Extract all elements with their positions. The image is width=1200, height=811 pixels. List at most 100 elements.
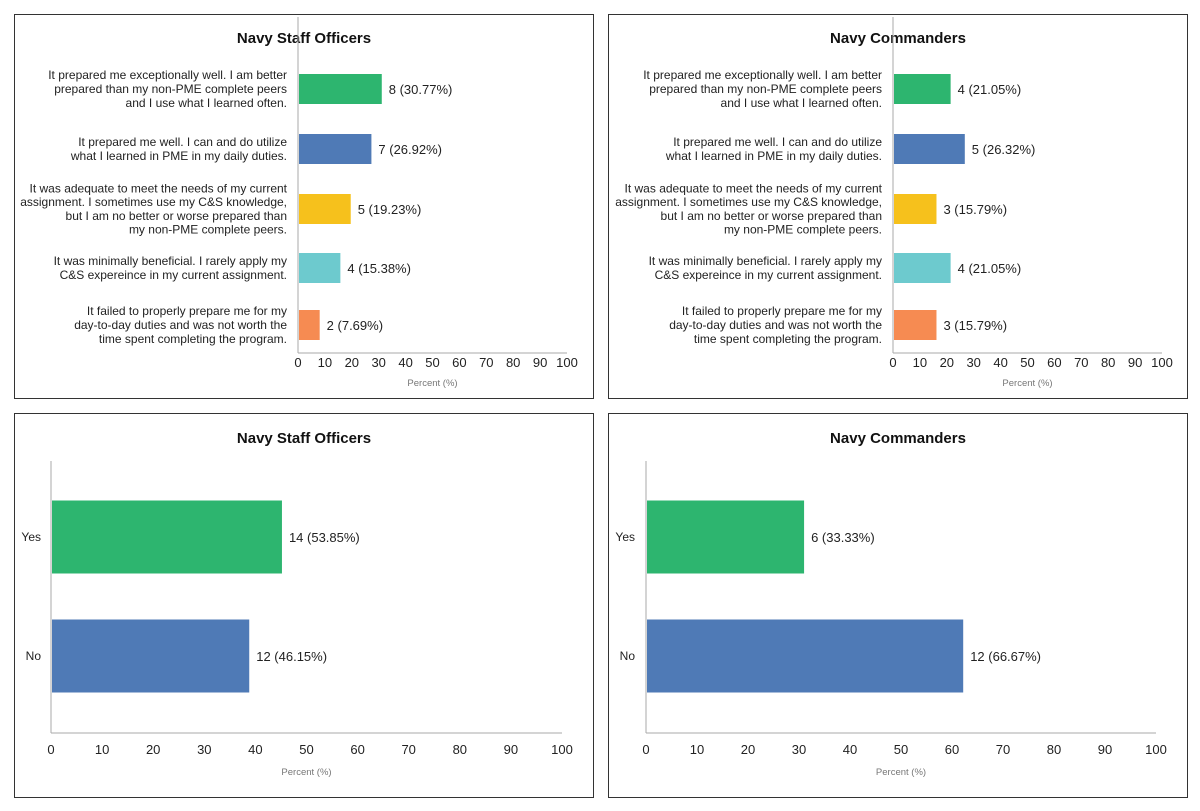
bar <box>299 134 372 164</box>
chart-title: Navy Commanders <box>830 430 966 447</box>
data-label: 5 (26.32%) <box>972 142 1036 157</box>
category-label: prepared than my non-PME complete peers <box>649 82 882 96</box>
chart-title: Navy Staff Officers <box>237 430 371 447</box>
x-tick-label: 80 <box>1101 355 1115 370</box>
category-label: It was minimally beneficial. I rarely ap… <box>54 254 287 268</box>
bar <box>52 500 282 574</box>
x-axis-label: Percent (%) <box>876 767 926 778</box>
bar <box>894 253 951 283</box>
category-label: No <box>26 649 42 663</box>
bar <box>647 619 964 693</box>
data-label: 4 (21.05%) <box>958 261 1022 276</box>
x-tick-label: 70 <box>1074 355 1088 370</box>
data-label: 4 (21.05%) <box>958 82 1022 97</box>
x-tick-label: 10 <box>913 355 927 370</box>
category-label: prepared than my non-PME complete peers <box>54 82 287 96</box>
x-tick-label: 50 <box>299 742 313 757</box>
x-axis-label: Percent (%) <box>1002 378 1052 389</box>
x-tick-label: 30 <box>792 742 806 757</box>
x-tick-label: 20 <box>146 742 160 757</box>
x-tick-label: 40 <box>843 742 857 757</box>
x-tick-label: 60 <box>945 742 959 757</box>
category-label: but I am no better or worse prepared tha… <box>661 209 882 223</box>
data-label: 3 (15.79%) <box>943 202 1007 217</box>
chart-title: Navy Staff Officers <box>237 30 371 47</box>
category-label: It prepared me exceptionally well. I am … <box>643 68 882 82</box>
chart-panel-staff-officers-yes-no: Navy Staff Officers 0 10 20 30 40 50 60 70 80 90 10… <box>14 413 594 798</box>
x-tick-label: 50 <box>425 355 439 370</box>
bar <box>299 194 351 224</box>
x-tick-label: 70 <box>996 742 1010 757</box>
x-tick-label: 90 <box>504 742 518 757</box>
category-label: It was minimally beneficial. I rarely ap… <box>649 254 882 268</box>
x-axis-label: Percent (%) <box>407 378 457 389</box>
category-label: Yes <box>21 530 41 544</box>
data-label: 2 (7.69%) <box>327 318 383 333</box>
data-label: 8 (30.77%) <box>389 82 453 97</box>
category-label: but I am no better or worse prepared tha… <box>66 209 287 223</box>
chart-panel-staff-officers-preparation: Navy Staff Officers 0 10 20 30 40 50 60 70 80 90 10… <box>14 14 594 399</box>
x-tick-label: 30 <box>371 355 385 370</box>
x-tick-label: 100 <box>1145 742 1167 757</box>
x-tick-label: 70 <box>479 355 493 370</box>
x-tick-label: 100 <box>551 742 573 757</box>
category-label: time spent completing the program. <box>99 332 287 346</box>
category-label: C&S expereince in my current assignment. <box>655 268 882 282</box>
data-label: 12 (66.67%) <box>970 649 1041 664</box>
bar <box>299 253 341 283</box>
x-axis-label: Percent (%) <box>281 767 331 778</box>
x-tick-label: 20 <box>940 355 954 370</box>
chart-panel-commanders-preparation: Navy Commanders 0 10 20 30 40 50 60 70 80 90 100 Per… <box>608 14 1188 399</box>
category-label: and I use what I learned often. <box>721 96 882 110</box>
x-tick-label: 10 <box>690 742 704 757</box>
x-tick-label: 40 <box>398 355 412 370</box>
category-label: It failed to properly prepare me for my <box>87 304 287 318</box>
bar <box>52 619 250 693</box>
x-tick-label: 100 <box>1151 355 1173 370</box>
data-label: 5 (19.23%) <box>358 202 422 217</box>
x-tick-label: 40 <box>993 355 1007 370</box>
x-tick-label: 80 <box>1047 742 1061 757</box>
category-label: It was adequate to meet the needs of my … <box>30 181 288 195</box>
x-tick-label: 0 <box>889 355 896 370</box>
data-label: 14 (53.85%) <box>289 530 360 545</box>
bar <box>894 74 951 104</box>
bar <box>894 134 965 164</box>
x-tick-label: 0 <box>642 742 649 757</box>
x-tick-label: 70 <box>401 742 415 757</box>
chart-svg: Navy Staff Officers 0 10 20 30 40 50 60 70 80 90 10… <box>20 17 578 389</box>
data-label: 6 (33.33%) <box>811 530 875 545</box>
category-label: and I use what I learned often. <box>126 96 287 110</box>
category-label: day-to-day duties and was not worth the <box>74 318 287 332</box>
x-tick-label: 30 <box>966 355 980 370</box>
category-label: It prepared me exceptionally well. I am … <box>48 68 287 82</box>
category-label: C&S expereince in my current assignment. <box>60 268 287 282</box>
x-tick-label: 20 <box>345 355 359 370</box>
x-tick-label: 60 <box>452 355 466 370</box>
chart-svg: Navy Staff Officers 0 10 20 30 40 50 60 70 80 90 10… <box>21 430 573 778</box>
category-label: It prepared me well. I can and do utiliz… <box>673 135 882 149</box>
bar <box>647 500 805 574</box>
data-label: 7 (26.92%) <box>378 142 442 157</box>
x-tick-label: 80 <box>506 355 520 370</box>
x-tick-label: 10 <box>95 742 109 757</box>
x-tick-label: 40 <box>248 742 262 757</box>
x-tick-label: 60 <box>1047 355 1061 370</box>
bar <box>894 194 937 224</box>
x-tick-label: 20 <box>741 742 755 757</box>
chart-svg: Navy Commanders 0 10 20 30 40 50 60 70 80 90 100 Per… <box>615 17 1173 389</box>
category-label: my non-PME complete peers. <box>724 223 882 237</box>
x-tick-label: 30 <box>197 742 211 757</box>
category-label: what I learned in PME in my daily duties… <box>70 149 287 163</box>
category-label: my non-PME complete peers. <box>129 223 287 237</box>
category-label: what I learned in PME in my daily duties… <box>665 149 882 163</box>
category-label: day-to-day duties and was not worth the <box>669 318 882 332</box>
x-tick-label: 60 <box>350 742 364 757</box>
bar <box>299 310 320 340</box>
category-label: It prepared me well. I can and do utiliz… <box>78 135 287 149</box>
x-tick-label: 90 <box>1098 742 1112 757</box>
x-tick-label: 10 <box>318 355 332 370</box>
x-tick-label: 100 <box>556 355 578 370</box>
x-tick-label: 0 <box>294 355 301 370</box>
chart-title: Navy Commanders <box>830 30 966 47</box>
